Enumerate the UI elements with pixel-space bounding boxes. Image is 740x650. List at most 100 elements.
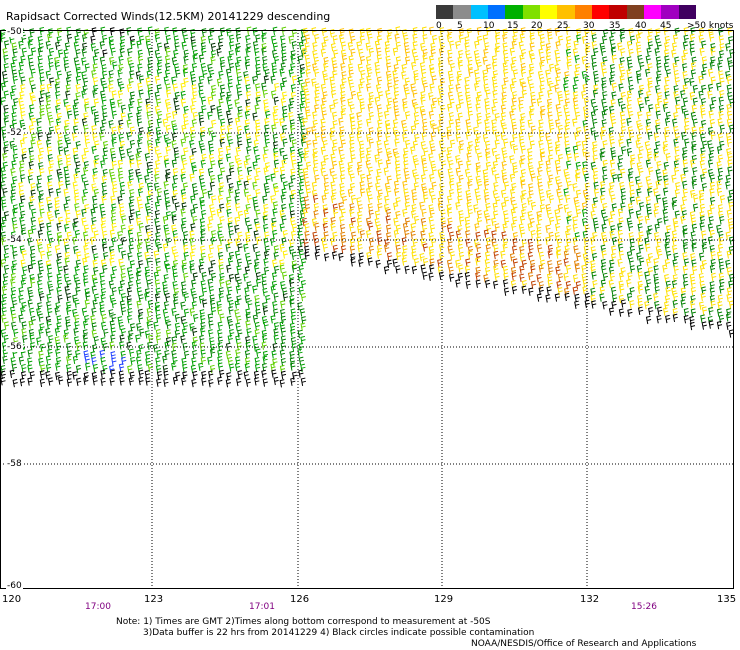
wind-barb xyxy=(422,271,428,280)
wind-barb xyxy=(491,55,498,64)
wind-barb xyxy=(121,250,127,259)
wind-barb xyxy=(172,83,178,92)
wind-barb xyxy=(144,238,151,247)
wind-barb xyxy=(63,98,69,108)
wind-barb xyxy=(171,224,177,233)
wind-barb xyxy=(321,41,327,51)
wind-barb xyxy=(682,188,688,197)
wind-barb xyxy=(64,119,70,128)
wind-barb xyxy=(255,154,261,164)
wind-barb xyxy=(118,363,125,372)
wind-barb xyxy=(457,91,463,101)
wind-barb xyxy=(118,258,124,267)
wind-barb xyxy=(73,98,79,108)
wind-barb xyxy=(253,264,260,273)
wind-barb xyxy=(183,350,190,359)
wind-barb xyxy=(475,77,481,86)
wind-barb xyxy=(121,356,127,366)
wind-barb xyxy=(726,308,732,317)
wind-barb xyxy=(682,71,688,80)
wind-barb xyxy=(120,292,127,302)
wind-barb xyxy=(172,376,179,385)
wind-barb xyxy=(209,203,215,213)
wind-barb xyxy=(673,69,679,79)
wind-barb xyxy=(620,202,626,211)
wind-barb xyxy=(135,279,142,288)
wind-barb xyxy=(63,146,69,156)
wind-barb xyxy=(27,229,34,238)
wind-barb xyxy=(254,47,260,57)
wind-barb xyxy=(10,272,17,282)
wind-barb xyxy=(339,28,345,37)
wind-barb xyxy=(367,182,373,191)
wind-barb xyxy=(289,299,295,308)
wind-barb xyxy=(572,84,578,93)
wind-barb xyxy=(279,209,285,219)
wind-barb xyxy=(680,299,686,308)
wind-barb xyxy=(304,223,310,232)
wind-barb xyxy=(227,286,233,295)
wind-barb xyxy=(255,70,261,79)
wind-barb xyxy=(201,188,208,198)
wind-barb xyxy=(290,336,297,346)
wind-barb xyxy=(20,371,27,380)
wind-barb xyxy=(255,125,261,134)
wind-barb xyxy=(644,96,650,105)
wind-barb xyxy=(311,78,317,87)
wind-barb xyxy=(245,378,251,387)
wind-barb xyxy=(110,209,117,218)
wind-barb xyxy=(199,236,206,245)
wind-barb xyxy=(279,321,285,330)
wind-barb xyxy=(100,369,106,378)
wind-barb xyxy=(349,182,356,192)
wind-barb xyxy=(246,174,252,184)
wind-barb xyxy=(608,126,614,136)
wind-barb xyxy=(282,229,288,239)
wind-barb xyxy=(156,370,163,380)
wind-barb xyxy=(539,110,546,119)
wind-barb xyxy=(566,153,572,162)
wind-barb xyxy=(207,356,213,365)
wind-barb xyxy=(112,61,118,70)
time-label-3: 15:26 xyxy=(631,602,657,612)
wind-barb xyxy=(3,63,9,72)
wind-barb xyxy=(225,202,232,211)
wind-barb xyxy=(129,209,135,218)
wind-barb xyxy=(84,355,90,364)
wind-barb xyxy=(74,195,80,204)
wind-barb xyxy=(368,91,374,101)
wind-barb xyxy=(255,348,262,357)
wind-barb xyxy=(155,159,161,169)
wind-barb xyxy=(608,217,614,226)
wind-barb xyxy=(540,105,546,114)
wind-barb xyxy=(138,35,145,44)
wind-barb xyxy=(563,104,569,113)
wind-barb xyxy=(592,174,599,183)
wind-barb xyxy=(253,146,259,155)
wind-barb xyxy=(271,369,277,378)
wind-barb xyxy=(457,243,464,253)
wind-barb xyxy=(358,48,364,58)
wind-barb xyxy=(673,90,679,100)
wind-barb xyxy=(84,103,90,112)
wind-barb xyxy=(235,33,242,43)
wind-barb xyxy=(726,84,732,93)
wind-barb xyxy=(252,27,258,36)
wind-barb xyxy=(447,49,453,58)
wind-barb xyxy=(279,349,286,359)
wind-barb xyxy=(219,369,225,379)
wind-barb xyxy=(582,148,588,157)
wind-barb xyxy=(45,70,51,79)
wind-barb xyxy=(108,119,114,129)
wind-barb xyxy=(164,55,171,64)
wind-barb xyxy=(465,258,471,267)
wind-barb xyxy=(701,243,708,253)
wind-barb xyxy=(76,251,82,260)
wind-barb xyxy=(18,61,25,70)
wind-barb xyxy=(29,334,35,343)
wind-barb xyxy=(128,169,134,178)
wind-barb xyxy=(422,82,429,91)
wind-barb xyxy=(45,371,51,380)
wind-barb xyxy=(48,335,54,344)
wind-barb xyxy=(225,68,232,77)
